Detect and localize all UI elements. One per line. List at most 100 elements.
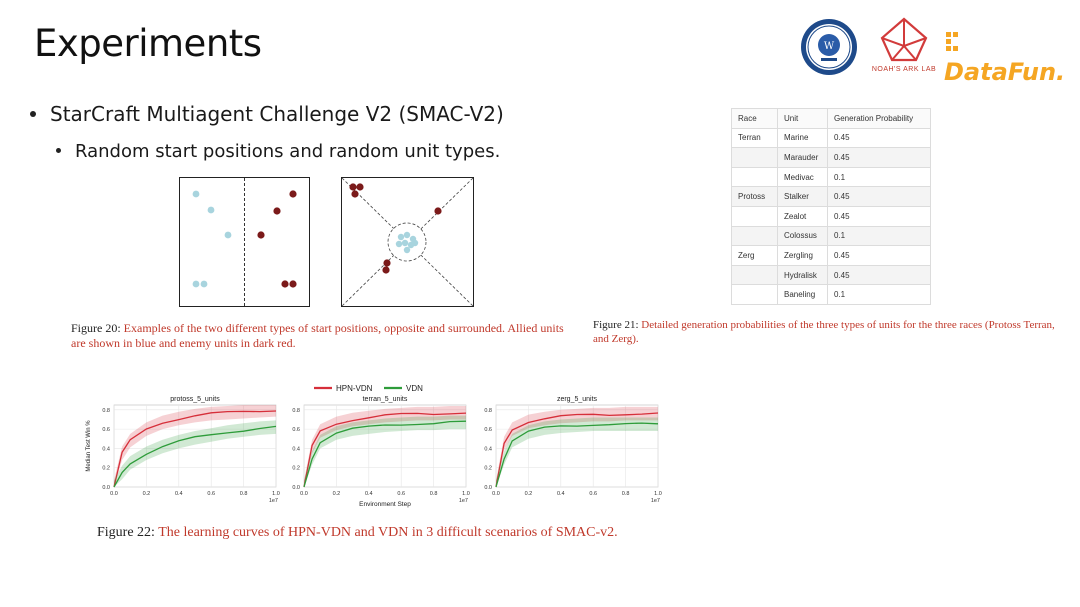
table-cell: Hydralisk	[777, 264, 828, 286]
enemy-unit	[257, 231, 265, 239]
series-band	[304, 415, 466, 487]
figure20-text: Examples of the two different types of s…	[71, 321, 564, 350]
table-cell: Marine	[777, 127, 828, 149]
x-multiplier-label: 1e7	[459, 498, 468, 504]
datafun-label: DataFun.	[944, 58, 1066, 86]
table-cell: 0.45	[827, 127, 931, 149]
table-cell: 0.1	[827, 225, 931, 247]
x-tick-label: 1.0	[654, 491, 662, 497]
x-tick-label: 0.0	[492, 491, 500, 497]
table-cell: Zerg	[731, 245, 778, 266]
series-band	[304, 406, 466, 487]
university-seal-logo: W	[800, 18, 858, 76]
x-tick-label: 0.4	[175, 491, 183, 497]
table-cell: 0.1	[827, 284, 931, 305]
opposite-start-diagram	[179, 177, 310, 307]
series-band	[496, 417, 658, 487]
y-tick-label: 0.2	[102, 466, 110, 472]
x-tick-label: 1.0	[272, 491, 280, 497]
allied-unit	[403, 231, 411, 239]
table-cell: Marauder	[777, 147, 828, 168]
y-tick-label: 0.6	[292, 427, 300, 433]
table-header-cell: Race	[731, 108, 778, 129]
allied-unit	[192, 190, 200, 198]
table-cell: Zergling	[777, 245, 828, 266]
bullet-random-start-text: Random start positions and random unit t…	[75, 141, 501, 162]
series-line	[303, 420, 467, 488]
enemy-unit	[349, 183, 357, 191]
x-tick-label: 0.8	[622, 491, 630, 497]
table-header-cell: Generation Probability	[827, 108, 931, 129]
table-row: Protoss Stalker 0.45	[731, 186, 931, 207]
figure22-label: Figure 22:	[97, 525, 155, 540]
y-tick-label: 0.8	[484, 408, 492, 414]
figure21-text: Detailed generation probabilities of the…	[593, 319, 1055, 345]
y-tick-label: 0.8	[102, 408, 110, 414]
x-tick-label: 0.6	[589, 491, 597, 497]
noahs-ark-lab-logo: NOAH'S ARK LAB	[872, 16, 936, 76]
table-row: Baneling 0.1	[731, 284, 931, 305]
allied-unit	[395, 240, 403, 248]
slide-title: Experiments	[34, 22, 262, 65]
y-tick-label: 0.4	[292, 446, 300, 452]
y-tick-label: 0.2	[292, 466, 300, 472]
series-line	[113, 425, 277, 488]
y-tick-label: 0.0	[292, 485, 300, 491]
table-cell	[731, 284, 778, 305]
enemy-unit	[434, 207, 442, 215]
y-tick-label: 0.6	[484, 427, 492, 433]
table-row: Terran Marine 0.45	[731, 127, 931, 149]
learning-curves-figure: HPN-VDN VDN 0.0 0.2 0.4 0.6 0.8 0.0 0.2 0.4 0.6 0.8…	[78, 381, 678, 517]
table-cell: 0.1	[827, 166, 931, 188]
y-tick-label: 0.2	[484, 466, 492, 472]
table-cell	[731, 166, 778, 188]
x-tick-label: 0.4	[557, 491, 565, 497]
bullet-smac-v2: StarCraft Multiagent Challenge V2 (SMAC-…	[30, 102, 504, 126]
table-cell: 0.45	[827, 147, 931, 168]
series-line	[113, 410, 277, 488]
x-tick-label: 1.0	[462, 491, 470, 497]
x-tick-label: 0.6	[207, 491, 215, 497]
table-cell: Baneling	[777, 284, 828, 305]
surrounded-start-diagram	[341, 177, 474, 307]
enemy-unit	[351, 190, 359, 198]
table-row: Marauder 0.45	[731, 147, 931, 168]
chart-title: zerg_5_units	[557, 396, 598, 403]
x-tick-label: 0.8	[430, 491, 438, 497]
table-row: Colossus 0.1	[731, 225, 931, 247]
enemy-unit	[289, 280, 297, 288]
allied-unit	[200, 280, 208, 288]
allied-unit	[192, 280, 200, 288]
enemy-unit	[289, 190, 297, 198]
noahs-ark-lab-label: NOAH'S ARK LAB	[871, 66, 937, 73]
figure22-text: The learning curves of HPN-VDN and VDN i…	[158, 525, 618, 540]
table-row: Medivac 0.1	[731, 166, 931, 188]
enemy-unit	[281, 280, 289, 288]
bullet-dot	[56, 147, 61, 153]
table-row: Zerg Zergling 0.45	[731, 245, 931, 266]
enemy-unit	[356, 183, 364, 191]
figure22-caption: Figure 22: The learning curves of HPN-VD…	[97, 525, 717, 540]
enemy-unit	[383, 259, 391, 267]
table-cell: 0.45	[827, 264, 931, 286]
x-multiplier-label: 1e7	[269, 498, 278, 504]
table-cell: 0.45	[827, 186, 931, 207]
table-header-row: Race Unit Generation Probability	[731, 108, 931, 129]
y-tick-label: 0.4	[102, 446, 110, 452]
table-row: Zealot 0.45	[731, 205, 931, 227]
x-tick-label: 0.0	[300, 491, 308, 497]
enemy-unit	[382, 266, 390, 274]
figure21-caption: Figure 21: Detailed generation probabili…	[593, 318, 1067, 346]
table-cell: 0.45	[827, 245, 931, 266]
series-band	[496, 406, 658, 487]
svg-text:W: W	[824, 41, 835, 52]
allied-unit	[401, 239, 409, 247]
datafun-logo: DataFun.	[944, 28, 1080, 86]
series-line	[303, 412, 467, 488]
x-tick-label: 0.6	[397, 491, 405, 497]
x-tick-label: 0.2	[525, 491, 533, 497]
legend-label: VDN	[406, 384, 423, 393]
table-header-cell: Unit	[777, 108, 828, 129]
